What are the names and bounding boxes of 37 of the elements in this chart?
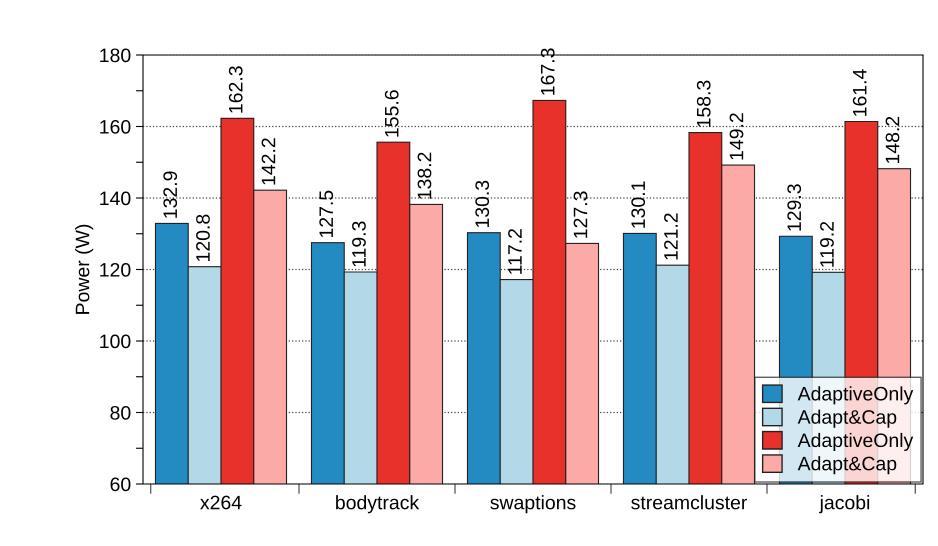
y-tick-label: 120 xyxy=(100,262,130,277)
y-tick-label: 60 xyxy=(110,477,130,492)
y-tick-label: 140 xyxy=(100,191,130,206)
data-label: 129.3 xyxy=(787,184,802,231)
y-axis-title: Power (W) xyxy=(75,224,94,314)
data-label: 121.2 xyxy=(664,213,678,260)
data-label: 130.3 xyxy=(475,180,490,228)
data-label: 161.4 xyxy=(852,69,867,116)
x-tick-label: streamcluster xyxy=(631,495,748,510)
x-tick-label: swaptions xyxy=(490,495,576,514)
data-label: 127.5 xyxy=(319,190,334,238)
data-label: 119.2 xyxy=(820,222,834,267)
data-label: 142.2 xyxy=(262,138,276,184)
y-tick-label: 100 xyxy=(100,334,130,348)
data-label: 167.3 xyxy=(540,48,555,95)
legend-label: AdaptiveOnly xyxy=(798,432,914,451)
data-label: 149.2 xyxy=(730,113,744,160)
y-tick-label: 80 xyxy=(110,406,130,420)
data-label: 158.3 xyxy=(696,80,711,127)
y-tick-label: 180 xyxy=(100,48,130,62)
x-tick-label: bodytrack xyxy=(336,495,420,514)
x-tick-label: x264 xyxy=(200,496,242,510)
data-label: 130.1 xyxy=(631,182,646,228)
data-label: 148.2 xyxy=(886,116,900,164)
data-label: 119.3 xyxy=(352,221,366,266)
legend-label: Adapt&Cap xyxy=(798,410,896,428)
data-label: 120.8 xyxy=(196,214,210,261)
y-tick-label: 160 xyxy=(100,120,130,134)
data-label: 162.3 xyxy=(228,66,243,113)
legend-label: Adapt&Cap xyxy=(798,456,896,474)
data-label: 155.6 xyxy=(384,90,399,137)
data-label: 117.2 xyxy=(508,229,522,274)
data-label: 132.9 xyxy=(163,171,178,218)
data-label: 127.3 xyxy=(574,191,588,238)
legend-label: AdaptiveOnly xyxy=(798,386,914,404)
x-tick-label: jacobi xyxy=(819,495,870,514)
data-label: 138.2 xyxy=(418,152,432,199)
